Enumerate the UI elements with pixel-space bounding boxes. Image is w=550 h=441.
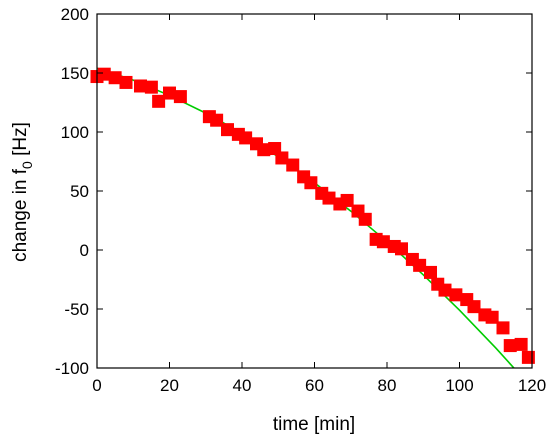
y-axis-title-subscript: 0 (19, 161, 35, 169)
data-point (108, 71, 122, 85)
data-point (275, 151, 289, 165)
data-point (438, 283, 452, 297)
data-point (134, 79, 147, 93)
data-point (144, 80, 158, 94)
x-tick-label: 0 (92, 376, 101, 395)
data-point (496, 321, 510, 335)
y-tick-label: 100 (61, 123, 89, 142)
data-point (376, 235, 390, 249)
x-tick-label: 20 (160, 376, 179, 395)
fit-line-layer (97, 67, 515, 368)
y-tick-label: 0 (80, 241, 89, 260)
data-point (97, 67, 111, 81)
y-axis-title-prefix: change in f (10, 168, 31, 262)
ticks-layer: 0 20 40 60 80 100 120 -100 -50 0 50 100 150 200 (55, 5, 546, 395)
data-point (152, 94, 166, 108)
data-point (257, 143, 271, 157)
x-tick-label: 100 (445, 376, 473, 395)
data-point (210, 113, 224, 127)
x-tick-label: 80 (378, 376, 397, 395)
x-tick-label: 40 (233, 376, 252, 395)
y-tick-label: -50 (64, 300, 89, 319)
data-point (304, 176, 318, 190)
plot-frame (96, 13, 533, 369)
x-tick-label: 60 (305, 376, 324, 395)
data-point (163, 86, 176, 100)
data-point (340, 193, 354, 207)
y-tick-label: 150 (61, 64, 89, 83)
data-point (521, 350, 535, 364)
data-point (173, 90, 187, 104)
data-point (119, 75, 133, 89)
data-point (286, 158, 300, 172)
data-point (221, 123, 234, 137)
y-axis-title-suffix: [Hz] (10, 122, 31, 161)
y-tick-label: 50 (70, 182, 89, 201)
data-points-layer (90, 67, 535, 364)
data-point (449, 288, 463, 302)
x-tick-label: 120 (518, 376, 546, 395)
y-tick-label: 200 (61, 5, 89, 24)
fit-line (97, 67, 515, 368)
data-point (424, 265, 437, 279)
data-point (467, 300, 481, 314)
y-tick-label: -100 (55, 359, 89, 378)
data-point (413, 258, 427, 272)
y-axis-title: change in f0 [Hz] (10, 122, 35, 262)
data-point (485, 310, 499, 324)
data-point (358, 212, 372, 226)
data-point (514, 337, 528, 351)
data-point (503, 339, 517, 353)
data-point (322, 191, 336, 205)
data-point (395, 242, 408, 256)
x-axis-title: time [min] (273, 414, 355, 435)
data-point (239, 131, 253, 145)
